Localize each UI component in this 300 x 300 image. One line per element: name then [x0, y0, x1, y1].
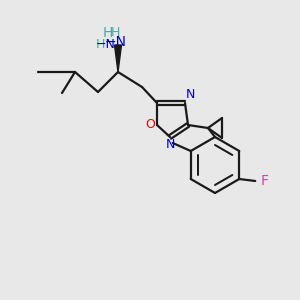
Polygon shape [115, 45, 122, 72]
Text: −N: −N [96, 38, 116, 50]
Text: N: N [185, 88, 195, 101]
Text: H: H [103, 26, 113, 40]
Text: H: H [95, 38, 105, 50]
Text: H: H [110, 26, 120, 40]
Text: N: N [165, 139, 175, 152]
Text: O: O [145, 118, 155, 131]
Text: −N: −N [105, 35, 127, 49]
Text: F: F [260, 174, 268, 188]
